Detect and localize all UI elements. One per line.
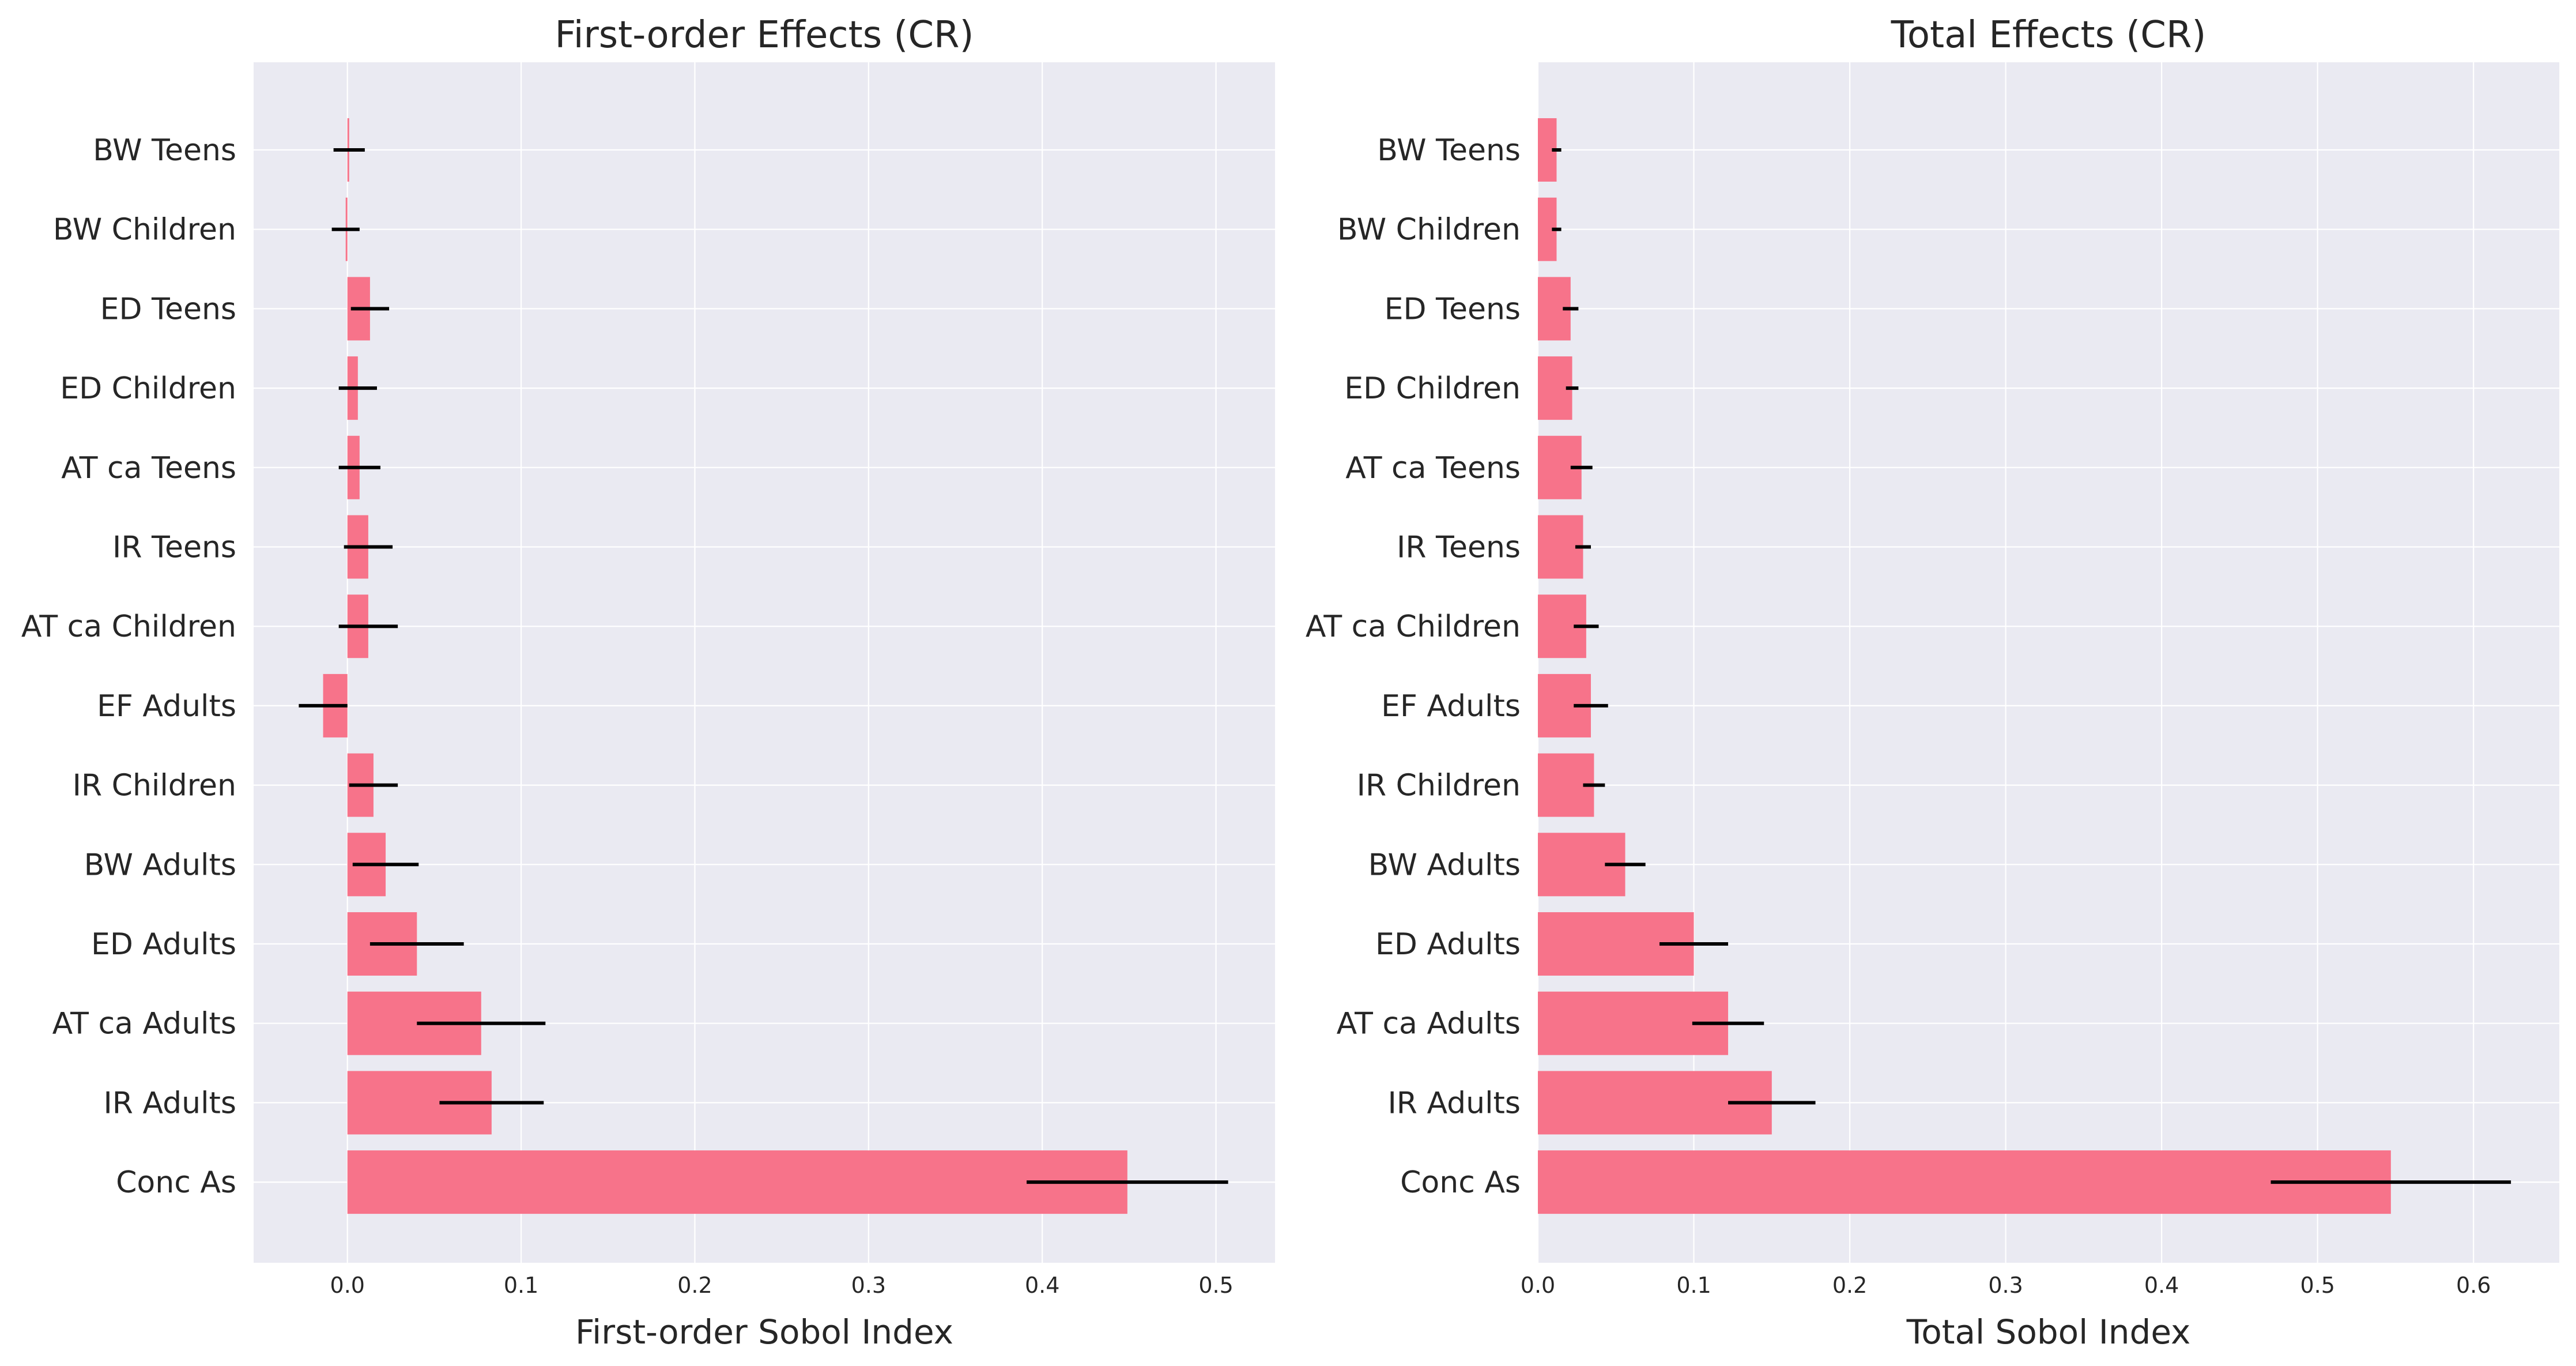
first-order-category-label: ED Children	[60, 371, 236, 406]
first-order-x-tick-label: 0.0	[330, 1273, 365, 1298]
total-x-tick-label: 0.0	[1521, 1273, 1555, 1298]
total-x-tick-label: 0.6	[2456, 1273, 2491, 1298]
total-category-label: AT ca Children	[1306, 609, 1521, 644]
first-order-x-tick-label: 0.2	[677, 1273, 712, 1298]
total-category-label: EF Adults	[1381, 689, 1521, 724]
total-plot-area	[1538, 62, 2559, 1263]
first-order-chart-title: First-order Effects (CR)	[555, 14, 974, 57]
total-category-label: IR Teens	[1397, 530, 1521, 565]
total-chart-title: Total Effects (CR)	[1891, 14, 2207, 57]
total-category-label: ED Teens	[1385, 292, 1521, 326]
first-order-category-label: IR Children	[73, 769, 236, 803]
total-effects-panel: BW Teens BW Children ED Teens ED Children AT…	[1306, 14, 2559, 1352]
first-order-x-tick-label: 0.1	[504, 1273, 538, 1298]
total-category-label: IR Adults	[1387, 1086, 1521, 1120]
first-order-x-tick-label: 0.3	[851, 1273, 886, 1298]
first-order-category-label: ED Teens	[100, 292, 236, 326]
total-category-label: ED Adults	[1375, 927, 1521, 962]
total-x-tick-label: 0.2	[1832, 1273, 1867, 1298]
total-x-tick-label: 0.4	[2144, 1273, 2179, 1298]
total-category-label: ED Children	[1344, 371, 1521, 406]
first-order-category-label: IR Teens	[112, 530, 236, 565]
first-order-x-tick-label: 0.4	[1025, 1273, 1059, 1298]
total-category-label: BW Teens	[1377, 133, 1521, 168]
first-order-category-label: Conc As	[116, 1165, 236, 1200]
first-order-plot-area	[254, 62, 1275, 1263]
total-x-tick-label: 0.1	[1676, 1273, 1711, 1298]
total-category-label: IR Children	[1357, 769, 1521, 803]
total-category-label: BW Adults	[1368, 848, 1521, 882]
first-order-category-label: BW Teens	[93, 133, 236, 168]
first-order-category-label: AT ca Teens	[61, 451, 236, 486]
first-order-x-axis-label: First-order Sobol Index	[575, 1312, 953, 1352]
total-x-tick-label: 0.3	[1988, 1273, 2023, 1298]
first-order-category-label: ED Adults	[91, 927, 236, 962]
first-order-category-label: BW Adults	[84, 848, 236, 882]
total-category-label: Conc As	[1400, 1165, 1521, 1200]
total-x-axis-label: Total Sobol Index	[1906, 1312, 2191, 1352]
first-order-category-label: BW Children	[53, 213, 236, 247]
first-order-category-label: AT ca Adults	[52, 1007, 236, 1041]
total-category-label: BW Children	[1337, 213, 1521, 247]
first-order-category-label: IR Adults	[103, 1086, 236, 1120]
first-order-effects-panel: BW Teens BW Children ED Teens ED Children AT…	[21, 14, 1275, 1352]
total-bar-conc-as	[1538, 1150, 2391, 1214]
first-order-bar-conc-as	[347, 1150, 1127, 1214]
first-order-category-label: EF Adults	[97, 689, 236, 724]
total-category-label: AT ca Adults	[1337, 1007, 1521, 1041]
first-order-x-tick-label: 0.5	[1198, 1273, 1233, 1298]
total-x-tick-label: 0.5	[2300, 1273, 2334, 1298]
first-order-category-label: AT ca Children	[21, 609, 236, 644]
total-category-label: AT ca Teens	[1345, 451, 1521, 486]
